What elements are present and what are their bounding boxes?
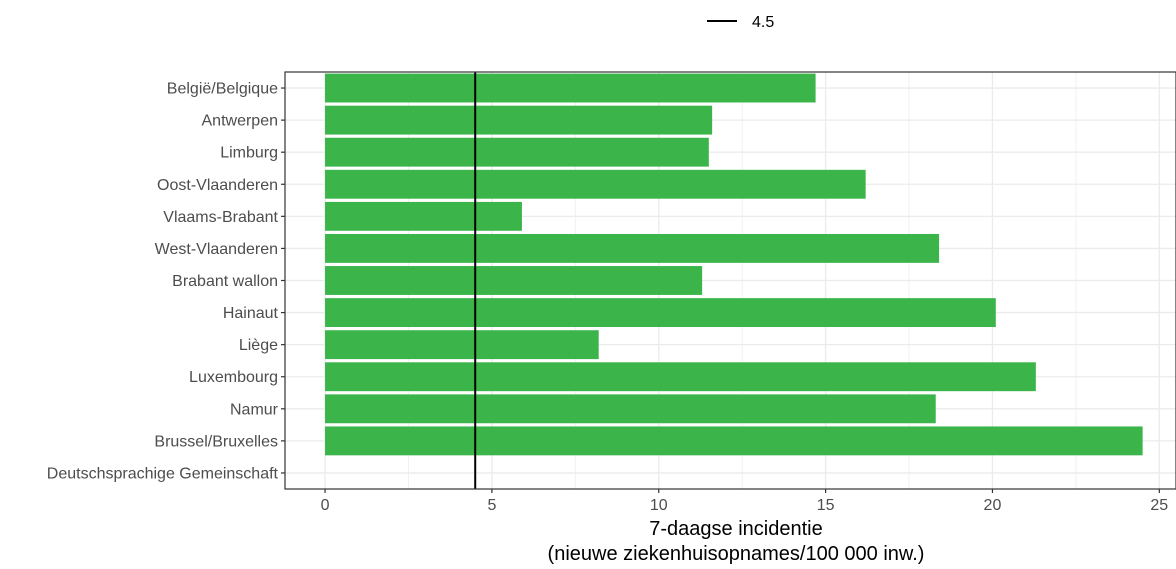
bar [325,298,996,328]
y-tick-label: Vlaams-Brabant [163,209,278,226]
bar [325,330,599,360]
x-axis-title-line2: (nieuwe ziekenhuisopnames/100 000 inw.) [548,543,925,565]
y-tick-label: Limburg [220,145,278,162]
plot-border [284,71,1176,490]
legend-reference-label: 4.5 [752,14,774,31]
y-axis-labels: België/Belgique Antwerpen Limburg Oost-Vlaa… [47,81,285,482]
y-tick-label: Oost-Vlaanderen [157,177,278,194]
bar [325,201,522,231]
x-tick-label: 5 [487,497,496,514]
y-tick-label: Hainaut [223,305,279,322]
x-tick-label: 0 [321,497,330,514]
y-tick-label: Brussel/Bruxelles [154,433,278,450]
x-tick-label: 25 [1150,497,1168,514]
y-tick-label: Liège [239,337,278,354]
bar [325,362,1036,392]
bars [325,73,1143,456]
bar [325,137,709,167]
bar [325,233,940,263]
x-tick-label: 15 [817,497,835,514]
y-tick-label: Luxembourg [189,369,278,386]
x-tick-label: 20 [984,497,1002,514]
y-tick-label: Namur [230,401,279,418]
bar [325,426,1143,456]
bar [325,73,816,103]
legend: 4.5 [707,14,774,31]
bar [325,266,703,295]
y-tick-label: België/Belgique [167,81,278,98]
y-tick-label: West-Vlaanderen [155,241,278,258]
y-tick-label: Deutschsprachige Gemeinschaft [47,465,279,482]
bar [325,169,866,199]
x-axis-title-line1: 7-daagse incidentie [649,518,822,540]
bar [325,105,713,135]
y-tick-label: Antwerpen [202,113,279,130]
x-tick-label: 10 [650,497,668,514]
bar [325,394,936,424]
x-axis-labels: 0 5 10 15 20 25 [321,489,1168,514]
y-tick-label: Brabant wallon [172,273,278,290]
